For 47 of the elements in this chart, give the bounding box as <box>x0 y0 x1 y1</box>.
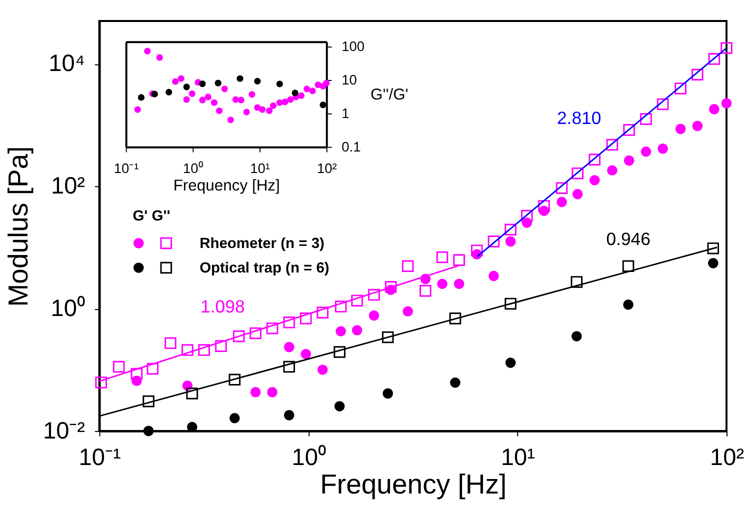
point <box>199 96 206 104</box>
y-tick-label: 1 <box>342 106 350 121</box>
point <box>238 96 244 104</box>
x-tick-label: 10² <box>316 160 338 176</box>
y-tick-label: 10⁻² <box>42 417 86 444</box>
x-tick-label: 10² <box>710 444 744 470</box>
legend-label: Rheometer (n = 3) <box>200 236 325 252</box>
x-tick-label: 10¹ <box>500 444 536 470</box>
legend-label: Optical trap (n = 6) <box>200 260 330 277</box>
x-axis-title: Frequency [Hz] <box>173 178 280 195</box>
point <box>172 78 179 85</box>
point <box>227 116 234 124</box>
point <box>259 106 266 113</box>
point <box>178 75 184 82</box>
point <box>216 107 223 114</box>
y-tick-label: 10⁰ <box>50 294 86 321</box>
y-tick-label: 100 <box>342 38 365 54</box>
legend-title: G' G'' <box>132 208 170 225</box>
annotation: 1.098 <box>200 296 245 317</box>
x-axis-title: Frequency [Hz] <box>320 468 507 500</box>
y-tick-label: 10⁴ <box>48 50 86 76</box>
y-axis-title: G''/G' <box>370 86 408 104</box>
point <box>287 96 294 103</box>
point <box>183 96 190 103</box>
point <box>270 102 276 109</box>
point <box>210 99 218 106</box>
x-tick-label: 10⁻¹ <box>114 160 140 176</box>
y-tick-label: 10 <box>342 72 358 88</box>
point <box>266 107 273 114</box>
point <box>243 108 250 116</box>
point <box>298 92 304 99</box>
annotation: 2.810 <box>556 108 602 128</box>
x-tick-label: 10⁰ <box>183 160 204 176</box>
x-tick-label: 10⁻¹ <box>78 444 121 470</box>
point <box>282 98 288 106</box>
point <box>204 94 212 100</box>
y-axis-title: Modulus [Pa] <box>2 146 34 307</box>
point <box>304 86 310 92</box>
point <box>188 90 196 97</box>
point <box>232 96 239 103</box>
x-tick-label: 10⁰ <box>292 444 326 470</box>
point <box>248 91 256 98</box>
x-tick-label: 10¹ <box>250 160 270 176</box>
point <box>221 86 228 92</box>
annotation: 0.946 <box>606 229 651 250</box>
y-tick-label: 0.1 <box>342 139 361 154</box>
point <box>309 88 316 94</box>
